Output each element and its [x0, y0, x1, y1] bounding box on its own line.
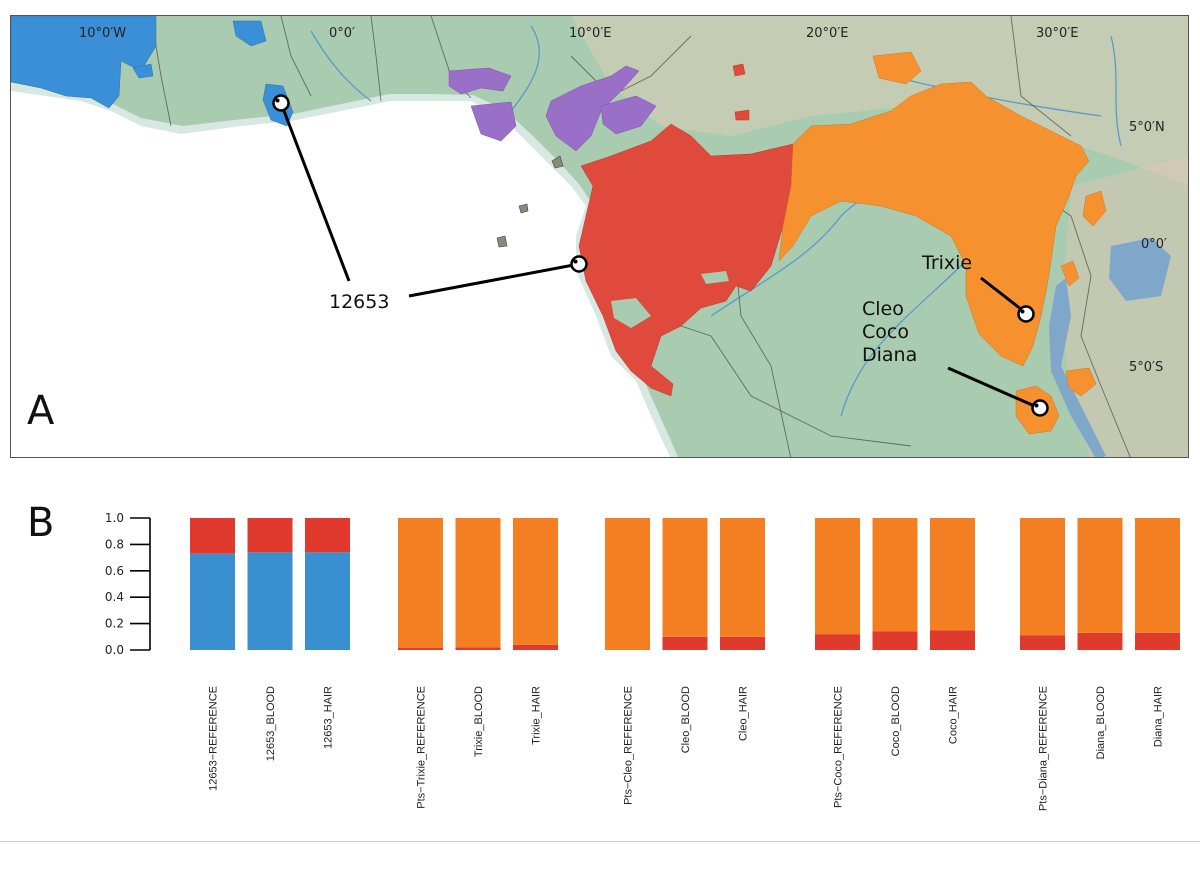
bar-segment	[930, 630, 975, 650]
callout-label-12653: 12653	[329, 291, 389, 313]
bar-segment	[1020, 635, 1065, 650]
bar-segment	[305, 518, 350, 553]
bar-segment	[1077, 518, 1123, 633]
bar-segment	[513, 644, 558, 650]
bars	[190, 518, 1180, 650]
bar-segment	[662, 518, 708, 637]
category-label: 12653_BLOOD	[265, 686, 277, 761]
sample-marker-trixie	[1017, 305, 1035, 323]
bar-segment	[190, 553, 235, 650]
bar-segment	[1135, 518, 1180, 633]
panel-letter-b: B	[27, 500, 55, 546]
category-label: Pts−Trixie_REFERENCE	[416, 686, 428, 809]
bar-segment	[662, 636, 708, 650]
longitude-label: 10°0′E	[569, 26, 611, 41]
latitude-label: 5°0′S	[1129, 360, 1163, 375]
category-label: Cleo_HAIR	[738, 686, 750, 741]
bottom-divider	[0, 841, 1200, 842]
bar-segment	[1135, 632, 1180, 650]
callout-label-coco: Coco	[862, 321, 909, 343]
bar-segment	[247, 518, 293, 553]
bar-segment	[605, 518, 650, 650]
sample-marker-12653-west	[272, 94, 290, 112]
map-canvas: 10°0′W 0°0′ 10°0′E 20°0′E 30°0′E 5°0′N 0…	[11, 16, 1188, 457]
bar-segment	[398, 648, 443, 650]
longitude-label: 30°0′E	[1036, 26, 1078, 41]
bar-segment	[455, 518, 501, 648]
y-tick-label: 0.2	[105, 617, 124, 631]
sample-marker-12653-central	[570, 255, 588, 273]
bar-segment	[1020, 518, 1065, 636]
category-label: Coco_BLOOD	[890, 686, 902, 756]
category-label: Trixie_BLOOD	[473, 686, 485, 757]
category-label: Cleo_BLOOD	[680, 686, 692, 753]
dry-region	[571, 16, 1188, 186]
callout-label-diana: Diana	[862, 344, 917, 366]
longitude-label: 0°0′	[329, 26, 355, 41]
category-label: Diana_HAIR	[1153, 686, 1165, 747]
bar-segment	[872, 518, 918, 632]
bar-segment	[190, 518, 235, 554]
y-axis: 0.0 0.2 0.4 0.6 0.8 1.0	[105, 511, 151, 657]
y-tick-label: 0.8	[105, 537, 124, 551]
range-orange	[778, 51, 1107, 435]
category-label: Pts−Diana_REFERENCE	[1038, 686, 1050, 811]
sample-markers	[272, 94, 1049, 417]
bar-segment	[398, 518, 443, 649]
sample-marker-cleo-coco-diana	[1031, 399, 1049, 417]
category-label: Diana_BLOOD	[1095, 686, 1107, 759]
range-purple	[448, 65, 657, 152]
red-range-gap	[611, 298, 651, 328]
bar-segment	[513, 518, 558, 645]
latitude-label: 0°0′	[1141, 237, 1167, 252]
rift-lakes	[1049, 278, 1106, 457]
category-label: Pts−Coco_REFERENCE	[833, 686, 845, 808]
panel-letter-a: A	[27, 388, 55, 434]
latitude-label: 5°0′N	[1129, 120, 1165, 135]
category-label: 12653_HAIR	[323, 686, 335, 749]
callout-label-trixie: Trixie	[921, 252, 972, 274]
category-labels: 12653−REFERENCE 12653_BLOOD 12653_HAIR Pts−…	[208, 686, 1165, 811]
category-label: Trixie_HAIR	[531, 686, 543, 745]
bar-segment	[930, 518, 975, 631]
lake-victoria	[1109, 238, 1171, 301]
bar-segment	[872, 631, 918, 650]
callout-label-cleo: Cleo	[862, 298, 904, 320]
bar-segment	[815, 518, 860, 635]
range-red	[578, 63, 794, 397]
category-label: 12653−REFERENCE	[208, 686, 220, 791]
islands	[496, 155, 564, 248]
category-label: Pts−Cleo_REFERENCE	[623, 686, 635, 805]
longitude-label: 10°0′W	[79, 26, 126, 41]
longitude-label: 20°0′E	[806, 26, 848, 41]
y-tick-label: 0.6	[105, 564, 124, 578]
bar-segment	[1077, 632, 1123, 650]
red-range-gap	[701, 271, 729, 284]
stacked-bar-chart: 0.0 0.2 0.4 0.6 0.8 1.0 12653−REFERENCE 12653_…	[105, 511, 1180, 811]
callout-leader-lines	[279, 102, 1040, 410]
y-tick-label: 0.0	[105, 643, 124, 657]
bar-segment	[720, 636, 765, 650]
y-tick-label: 0.4	[105, 590, 124, 604]
bar-segment	[815, 634, 860, 650]
bar-segment	[455, 647, 501, 650]
bar-segment	[247, 552, 293, 650]
category-label: Coco_HAIR	[948, 686, 960, 744]
bar-segment	[305, 552, 350, 650]
map-panel: 10°0′W 0°0′ 10°0′E 20°0′E 30°0′E 5°0′N 0…	[10, 15, 1189, 458]
y-tick-label: 1.0	[105, 511, 124, 525]
bar-segment	[720, 518, 765, 637]
